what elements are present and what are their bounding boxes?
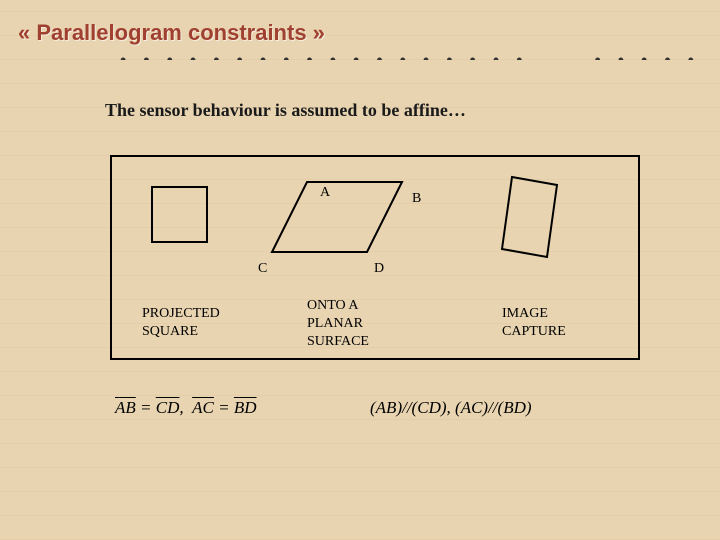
- diagram-container: A B C D PROJECTEDSQUARE ONTO APLANARSURF…: [110, 155, 640, 360]
- vertex-label-b: B: [412, 191, 421, 207]
- formula-parallel: (AB)//(CD), (AC)//(BD): [370, 398, 532, 418]
- slide-subtitle: The sensor behaviour is assumed to be af…: [105, 100, 466, 121]
- caption-image-capture: IMAGECAPTURE: [502, 305, 566, 341]
- formula-magnitudes: AB = CD, AC = BD: [115, 398, 257, 418]
- vertex-label-a: A: [320, 185, 330, 201]
- vertex-label-d: D: [374, 261, 384, 277]
- caption-planar-surface: ONTO APLANARSURFACE: [307, 297, 369, 352]
- vertex-label-c: C: [258, 261, 267, 277]
- slide-title: « Parallelogram constraints »: [18, 20, 325, 46]
- title-underline-dots: • • • • • • • • • • • • • • • • • • .. .…: [120, 50, 700, 60]
- caption-projected-square: PROJECTEDSQUARE: [142, 305, 220, 341]
